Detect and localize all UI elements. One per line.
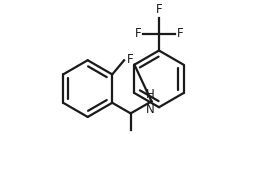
Text: F: F <box>126 53 133 66</box>
Text: N: N <box>146 103 155 116</box>
Text: H: H <box>146 88 155 101</box>
Text: F: F <box>156 3 162 16</box>
Text: F: F <box>176 27 183 40</box>
Text: F: F <box>135 27 141 40</box>
